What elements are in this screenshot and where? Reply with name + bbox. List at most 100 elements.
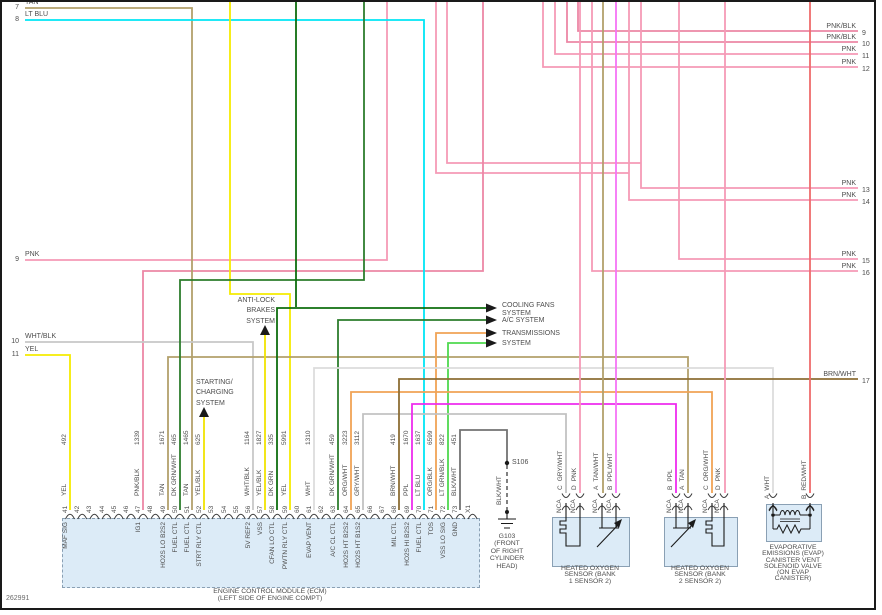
wire-color-label: LT BLU (414, 474, 422, 496)
sensor-pin-label: B RED/WHT (801, 460, 809, 499)
wire-number-label: 465 (170, 434, 178, 445)
sensor1-caption-line: HEATED OXYGEN (560, 565, 620, 572)
anti-lock-label: BRAKES (246, 307, 275, 315)
wire-color-label: TAN (158, 483, 166, 496)
system-arrow-label: TRANSMISSIONS (502, 329, 560, 337)
right-wire-color: PNK (841, 250, 856, 258)
ecm-title-line: (LEFT SIDE OF ENGINE COMPT) (217, 595, 323, 602)
ecm-pin-number: 44 (98, 505, 106, 513)
right-wire-color: PNK/BLK (826, 22, 856, 30)
evap-caption-line: EMISSIONS (EVAP) (762, 550, 824, 558)
sensor2-caption-line: 2 SENSOR 2) (678, 577, 722, 585)
wire-dk-grn-wht (179, 2, 365, 510)
right-wire-number: 11 (862, 53, 870, 60)
wire-dk-grn-wht (337, 319, 486, 510)
ecm-pin-label: GND (452, 522, 460, 537)
sensor-pin-letter: C (703, 485, 710, 490)
wire-color-label: PNK/BLK (134, 468, 142, 496)
evap-caption-line: (ON EVAP (777, 569, 809, 577)
nca-label: NCA (678, 499, 685, 513)
ecm-pin-number: 45 (110, 505, 118, 513)
wire-yel (25, 354, 71, 510)
wire-number-label: 1637 (414, 430, 422, 445)
splice-wire-color-label: BLK/WHT (496, 476, 503, 505)
wire-color-label: ORG/WHT (341, 464, 349, 496)
wire-number-label: 1670 (402, 430, 410, 445)
ecm-pin-number: 71 (428, 505, 435, 513)
evap-box (766, 504, 822, 542)
ecm-pin-number: 60 (293, 505, 301, 513)
right-wire-number: 17 (862, 378, 870, 385)
left-wire-color: TAN (25, 0, 39, 6)
ecm-pin-label: TOS (428, 522, 435, 536)
anti-lock-label: SYSTEM (246, 317, 275, 325)
sensor-pin-color: WHT (764, 475, 771, 491)
wire-pnk (554, 2, 858, 55)
ecm-pin-number: 62 (318, 505, 326, 513)
sensor-pin-label: A TAN/WHT (593, 452, 601, 490)
wire-gry-wht (362, 413, 567, 510)
sensor1-box (552, 517, 630, 567)
sensor2-box (664, 517, 738, 567)
sensor1-caption: HEATED OXYGEN SENSOR (BANK 1 SENSOR 2) (552, 565, 628, 585)
ecm-pin-number: 53 (208, 505, 216, 513)
ecm-pin-number: 63 (330, 505, 338, 513)
sensor-pin-color: TAN/WHT (593, 452, 600, 482)
ecm-pin-number: 47 (135, 505, 143, 513)
sensor-pin-label: B PPL (667, 469, 675, 490)
ecm-pin-label: HO2S HT B2S2 (342, 522, 350, 568)
ecm-pin-label: HO2S HT B1S2 (354, 522, 362, 568)
wire-pnk-blk (142, 2, 484, 510)
wire-number-label: 1164 (244, 431, 251, 445)
ecm-pin-number: 65 (354, 505, 362, 513)
ecm-pin-label: FUEL CTL (171, 522, 179, 553)
sensor-pin-color: GRY/WHT (557, 450, 564, 482)
left-wire-number: 11 (11, 351, 19, 358)
sensor-pin-letter: B (607, 485, 614, 490)
wire-number-label: 6599 (427, 430, 434, 445)
sensor-pin-label: B PPL/WHT (607, 453, 615, 490)
sensor-pin-color: ORG/WHT (703, 449, 710, 482)
evap-caption-line: EVAPORATIVE (769, 544, 817, 551)
ecm-pin-number: 50 (171, 505, 179, 513)
wire-color-label: TAN (183, 483, 190, 496)
ecm-pin-number: 61 (306, 505, 313, 513)
wire-color-label: DK GRN/WHT (329, 454, 337, 496)
left-wire-color: PNK (25, 251, 40, 258)
wire-color-label: DK GRN/WHT (170, 454, 178, 496)
ecm-pin-label: A/C CL CTL (330, 522, 338, 557)
wire-pnk (678, 2, 858, 260)
wire-number-label: 492 (61, 434, 68, 445)
sensor-pin-color: RED/WHT (801, 460, 808, 491)
wire-color-label: GRY/WHT (353, 465, 361, 496)
sensor-pin-label: D PNK (715, 468, 723, 490)
sensor-pin-letter: A (764, 494, 771, 499)
sensor-pin-letter: C (557, 485, 564, 490)
right-wire-color: PNK (841, 191, 856, 199)
nca-label: NCA (570, 499, 577, 513)
left-wire-number: 9 (15, 256, 19, 263)
evap-caption-line: CANISTER VENT (765, 556, 821, 564)
left-wire-color: WHT/BLK (25, 333, 57, 340)
sensor-pin-letter: D (571, 485, 578, 490)
ground-caption-line: CYLINDER (489, 555, 525, 563)
ground-caption-line: OF RIGHT (490, 547, 524, 555)
nca-label: NCA (702, 499, 709, 513)
wire-dk-grn (276, 307, 486, 510)
nca-label: NCA (666, 499, 673, 513)
wire-number-label: 459 (329, 434, 337, 445)
wire-color-label: ORG/BLK (427, 467, 434, 496)
nca-label: NCA (556, 499, 563, 513)
wire-number-label: 335 (268, 434, 276, 445)
wire-tan (25, 7, 193, 510)
ecm-pin-label: FUEL CTL (415, 522, 423, 553)
wire-number-label: 822 (439, 434, 447, 445)
ecm-pin-label: VSS (257, 522, 265, 536)
ecm-pin-label: HO2S HI B2S2 (403, 522, 411, 566)
diagram-code: 262991 (6, 595, 30, 602)
wire-pnk (25, 2, 388, 261)
right-wire-number: 10 (862, 41, 870, 48)
wire-pnk (628, 2, 858, 201)
wire-pnk-blk (577, 2, 858, 32)
